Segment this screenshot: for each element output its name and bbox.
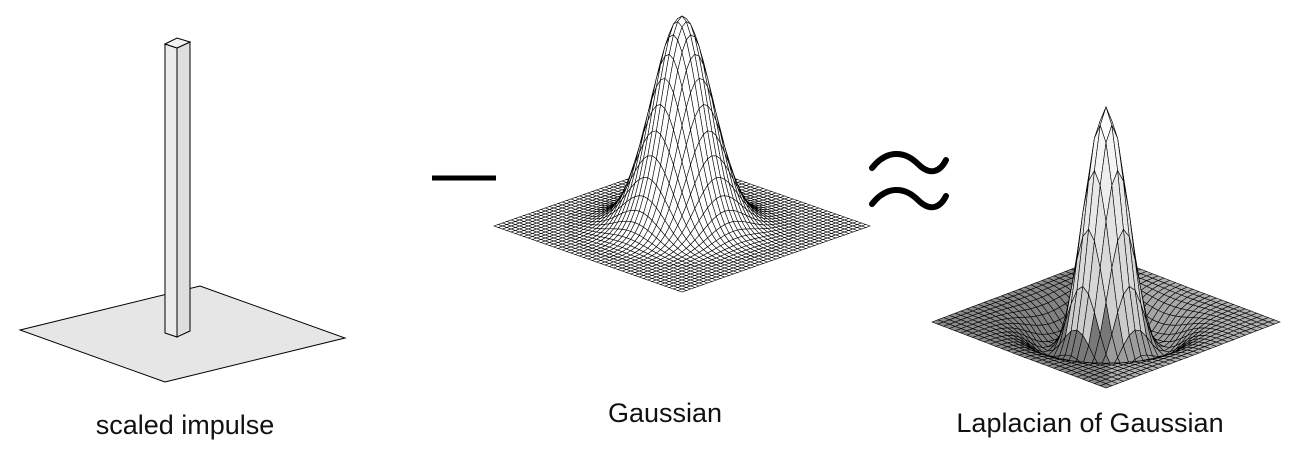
approx-sign-icon — [869, 151, 949, 211]
impulse-bar-left-face — [164, 43, 178, 338]
laplacian-of-gaussian-caption: Laplacian of Gaussian — [956, 408, 1224, 438]
impulse-bar-top — [163, 37, 192, 49]
scaled-impulse-plot — [18, 37, 347, 383]
gaussian-caption: Gaussian — [607, 398, 723, 428]
gaussian-mesh-cell — [676, 288, 688, 293]
scaled-impulse-caption: scaled impulse — [95, 410, 275, 440]
log-mesh-cell — [1099, 383, 1113, 389]
laplacian-of-gaussian-surface-plot — [931, 106, 1281, 389]
gaussian-surface-plot — [493, 15, 871, 293]
impulse-bar-right-face — [176, 41, 191, 338]
